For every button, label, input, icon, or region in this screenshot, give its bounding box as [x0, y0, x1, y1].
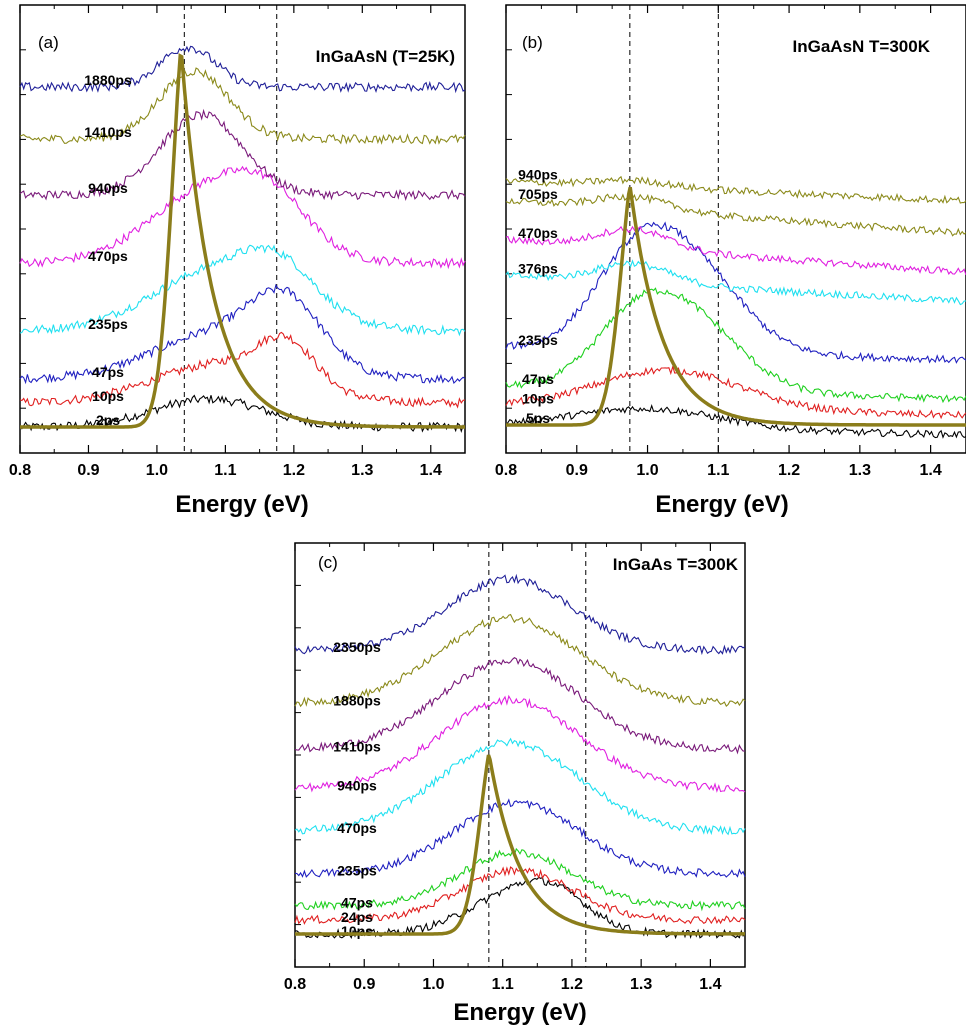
- series-label: 940ps: [88, 180, 128, 196]
- x-tick-label: 0.8: [284, 976, 306, 993]
- series-label: 470ps: [88, 248, 128, 264]
- series-label: 10ps: [522, 391, 554, 407]
- x-tick-label: 0.9: [353, 976, 375, 993]
- panel-label: (b): [522, 33, 543, 52]
- x-tick-label: 0.8: [495, 462, 517, 479]
- series-line-940ps: [294, 694, 746, 793]
- series-line-5ps: [505, 403, 966, 439]
- series-line-470ps: [505, 225, 966, 276]
- series-label: 2350ps: [333, 639, 381, 655]
- series-label: 235ps: [518, 332, 558, 348]
- x-tick-label: 0.9: [77, 462, 99, 479]
- series-line-2350ps: [294, 573, 746, 656]
- series-line-47ps: [505, 287, 966, 404]
- series-label: 940ps: [518, 166, 558, 182]
- series-line-1880ps: [19, 45, 466, 94]
- series-group: 2ps 10ps 47ps 235ps 470ps 940ps 1410ps 1880ps: [19, 45, 466, 434]
- x-tick-label: 1.1: [707, 462, 729, 479]
- x-tick-label: 1.4: [699, 976, 721, 993]
- x-tick-label: 1.0: [422, 976, 444, 993]
- series-line-47ps: [19, 283, 466, 385]
- x-axis-title: Energy (eV): [655, 491, 788, 518]
- series-line-235ps: [505, 221, 966, 364]
- x-tick-label: 1.2: [561, 976, 583, 993]
- series-label: 235ps: [88, 316, 128, 332]
- x-ticks: 0.8 0.9 1.0 1.1 1.2 1.3 1.4: [284, 543, 722, 993]
- x-tick-label: 1.2: [283, 462, 305, 479]
- x-axis-title: Energy (eV): [453, 999, 586, 1026]
- series-line-940ps: [19, 108, 466, 202]
- x-tick-label: 1.4: [420, 462, 442, 479]
- x-tick-label: 1.3: [351, 462, 373, 479]
- x-tick-label: 1.0: [636, 462, 658, 479]
- series-label: 5ps: [526, 410, 550, 426]
- series-line-376ps: [505, 259, 966, 306]
- series-line-705ps: [505, 193, 966, 237]
- series-label: 1880ps: [84, 72, 132, 88]
- series-label: 1410ps: [84, 124, 132, 140]
- panel-b: 0.8 0.9 1.0 1.1 1.2 1.3 1.4 5ps 10ps 47ps 235ps 37…: [495, 4, 966, 518]
- series-line-1880ps: [294, 613, 746, 708]
- excitation-profile-line: [506, 186, 966, 427]
- reference-lines: [488, 543, 587, 967]
- x-tick-label: 1.0: [146, 462, 168, 479]
- series-line-1410ps: [19, 67, 466, 145]
- series-line-235ps: [19, 244, 466, 337]
- panel-title: InGaAs T=300K: [613, 555, 739, 574]
- excitation-profile-line: [295, 754, 746, 936]
- x-tick-label: 0.8: [9, 462, 31, 479]
- x-tick-label: 1.1: [492, 976, 514, 993]
- series-label: 470ps: [518, 225, 558, 241]
- series-line-940ps: [505, 175, 966, 204]
- series-line-10ps: [19, 331, 466, 409]
- series-label: 1880ps: [333, 692, 381, 708]
- series-line-1410ps: [294, 657, 746, 755]
- series-label: 940ps: [337, 777, 377, 793]
- series-label: 376ps: [518, 261, 558, 277]
- x-ticks: 0.8 0.9 1.0 1.1 1.2 1.3 1.4: [9, 5, 442, 479]
- reference-lines: [629, 5, 719, 453]
- panel-title: InGaAsN (T=25K): [316, 47, 455, 66]
- series-label: 235ps: [337, 863, 377, 879]
- series-label: 10ps: [341, 923, 373, 939]
- series-line-10ps: [505, 364, 966, 420]
- x-ticks: 0.8 0.9 1.0 1.1 1.2 1.3 1.4: [495, 5, 942, 479]
- series-label: 47ps: [92, 364, 124, 380]
- panel-label: (c): [318, 553, 338, 572]
- series-label: 10ps: [92, 388, 124, 404]
- x-tick-label: 1.2: [778, 462, 800, 479]
- series-line-470ps: [294, 737, 746, 836]
- x-tick-label: 1.3: [630, 976, 652, 993]
- series-line-470ps: [19, 165, 466, 270]
- reference-lines: [183, 5, 278, 453]
- series-label: 24ps: [341, 909, 373, 925]
- series-label: 1410ps: [333, 738, 381, 754]
- series-label: 470ps: [337, 820, 377, 836]
- panel-title: InGaAsN T=300K: [793, 37, 931, 56]
- x-tick-label: 1.1: [214, 462, 236, 479]
- series-label: 47ps: [341, 895, 373, 911]
- series-line-47ps: [294, 847, 746, 912]
- series-label: 2ps: [96, 412, 120, 428]
- series-line-235ps: [294, 798, 746, 878]
- series-group: 5ps 10ps 47ps 235ps 376ps 470ps 705ps 940ps: [505, 166, 966, 439]
- x-tick-label: 0.9: [566, 462, 588, 479]
- x-tick-label: 1.3: [849, 462, 871, 479]
- series-label: 705ps: [518, 186, 558, 202]
- series-label: 47ps: [522, 371, 554, 387]
- x-axis-title: Energy (eV): [175, 491, 308, 518]
- panel-a: 0.8 0.9 1.0 1.1 1.2 1.3 1.4 2ps 10ps 47ps 235ps 47…: [9, 4, 466, 518]
- excitation-profile-line: [20, 53, 465, 429]
- x-tick-label: 1.4: [919, 462, 941, 479]
- panel-label: (a): [38, 33, 59, 52]
